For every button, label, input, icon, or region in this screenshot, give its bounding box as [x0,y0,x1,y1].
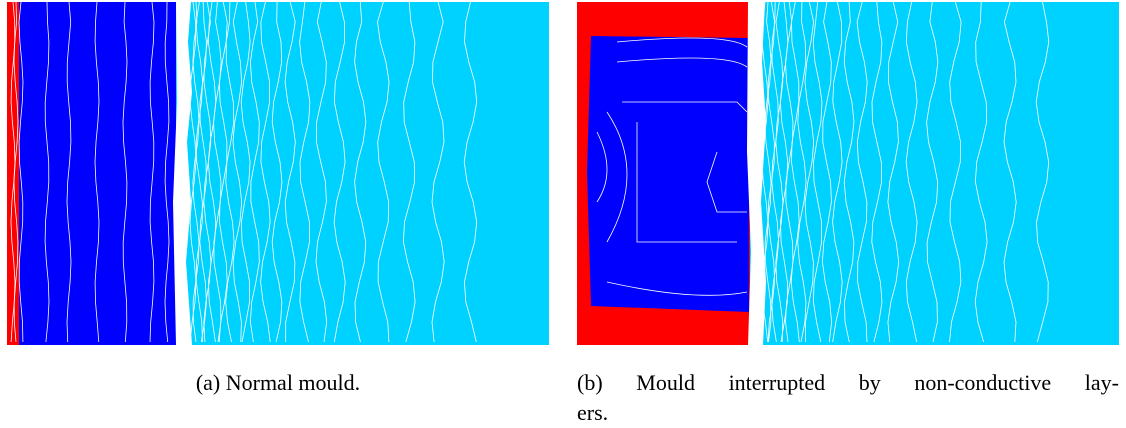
caption: (b) Mould interrupted by non-conductive … [577,368,1119,428]
contour-image-normal [7,2,549,345]
page: (a) Normal mould. (b) Mould interrupted … [7,2,1119,425]
caption-line: ers. [577,400,609,425]
caption-line: (b) Mould interrupted by non-conductive … [577,370,1119,395]
contour-image-interrupted [577,2,1119,345]
caption: (a) Normal mould. [195,370,361,395]
